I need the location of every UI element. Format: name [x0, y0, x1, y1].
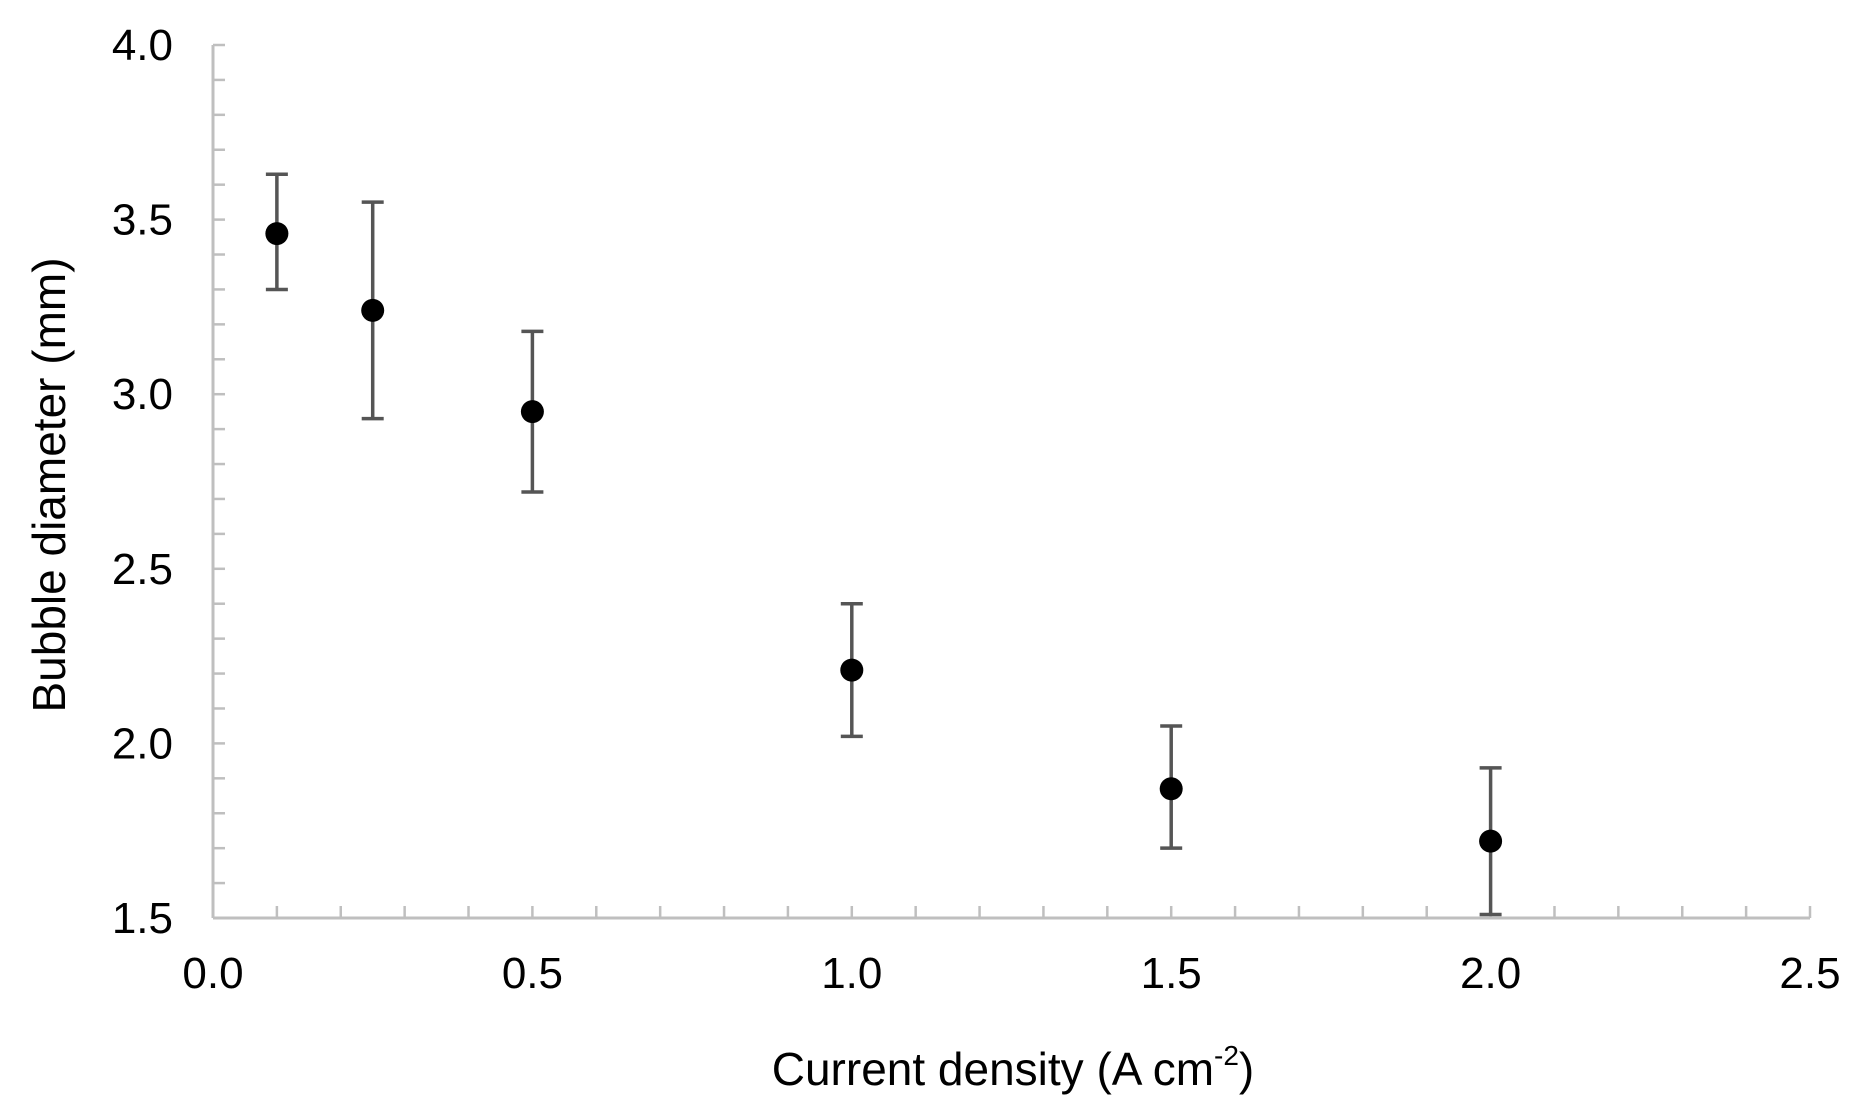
- data-point: [840, 658, 864, 682]
- x-tick-label: 2.5: [1779, 949, 1840, 998]
- data-markers: [265, 222, 1503, 853]
- data-point: [1479, 829, 1503, 853]
- y-tick-label: 2.0: [112, 719, 173, 768]
- x-axis-title-superscript: -2: [1214, 1040, 1239, 1071]
- y-axis-title: Bubble diameter (mm): [23, 257, 75, 712]
- x-tick-label: 0.0: [182, 949, 243, 998]
- data-point: [361, 298, 385, 322]
- x-tick-label: 0.5: [502, 949, 563, 998]
- error-bars: [265, 172, 1502, 917]
- y-tick-label: 3.0: [112, 370, 173, 419]
- x-axis-title-suffix: ): [1239, 1043, 1254, 1095]
- y-tick-label: 2.5: [112, 545, 173, 594]
- x-axis-title: Current density (A cm-2): [772, 1040, 1255, 1095]
- x-tick-label: 2.0: [1460, 949, 1521, 998]
- x-tick-label: 1.0: [821, 949, 882, 998]
- y-tick-label: 1.5: [112, 894, 173, 943]
- data-point: [265, 222, 289, 246]
- axes: [211, 45, 1810, 920]
- y-tick-label: 3.5: [112, 196, 173, 245]
- x-axis-title-main: Current density (A cm: [772, 1043, 1214, 1095]
- y-tick-label: 4.0: [112, 21, 173, 70]
- data-point: [1159, 777, 1183, 801]
- data-point: [520, 400, 544, 424]
- ticks: [211, 43, 1812, 920]
- tick-labels: 0.0 0.5 1.0 1.5 2.0 2.5 1.5 2.0 2.5 3.0 3.5 4.0: [112, 21, 1841, 998]
- x-tick-label: 1.5: [1141, 949, 1202, 998]
